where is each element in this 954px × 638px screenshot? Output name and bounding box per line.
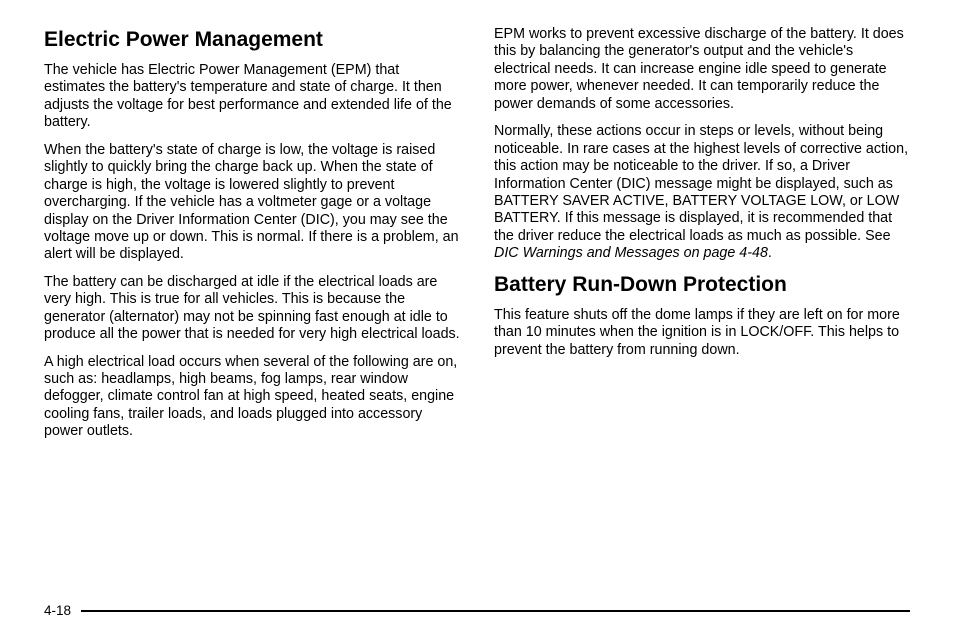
cross-reference: DIC Warnings and Messages on page 4-48 bbox=[494, 245, 768, 261]
heading-electric-power-management: Electric Power Management bbox=[44, 28, 460, 52]
body-paragraph: The vehicle has Electric Power Managemen… bbox=[44, 62, 460, 132]
body-paragraph: EPM works to prevent excessive discharge… bbox=[494, 26, 910, 113]
body-text: Normally, these actions occur in steps o… bbox=[494, 123, 908, 244]
footer-rule bbox=[81, 610, 910, 612]
two-column-layout: Electric Power Management The vehicle ha… bbox=[44, 26, 910, 585]
body-paragraph: The battery can be discharged at idle if… bbox=[44, 274, 460, 344]
page-number: 4-18 bbox=[44, 603, 71, 618]
page-footer: 4-18 bbox=[44, 603, 910, 618]
right-column: EPM works to prevent excessive discharge… bbox=[494, 26, 910, 585]
body-text: . bbox=[768, 245, 772, 261]
body-paragraph: Normally, these actions occur in steps o… bbox=[494, 123, 910, 263]
body-paragraph: When the battery's state of charge is lo… bbox=[44, 142, 460, 264]
manual-page: Electric Power Management The vehicle ha… bbox=[0, 0, 954, 638]
left-column: Electric Power Management The vehicle ha… bbox=[44, 26, 460, 585]
heading-battery-rundown-protection: Battery Run-Down Protection bbox=[494, 273, 910, 297]
body-paragraph: A high electrical load occurs when sever… bbox=[44, 354, 460, 441]
body-paragraph: This feature shuts off the dome lamps if… bbox=[494, 307, 910, 359]
